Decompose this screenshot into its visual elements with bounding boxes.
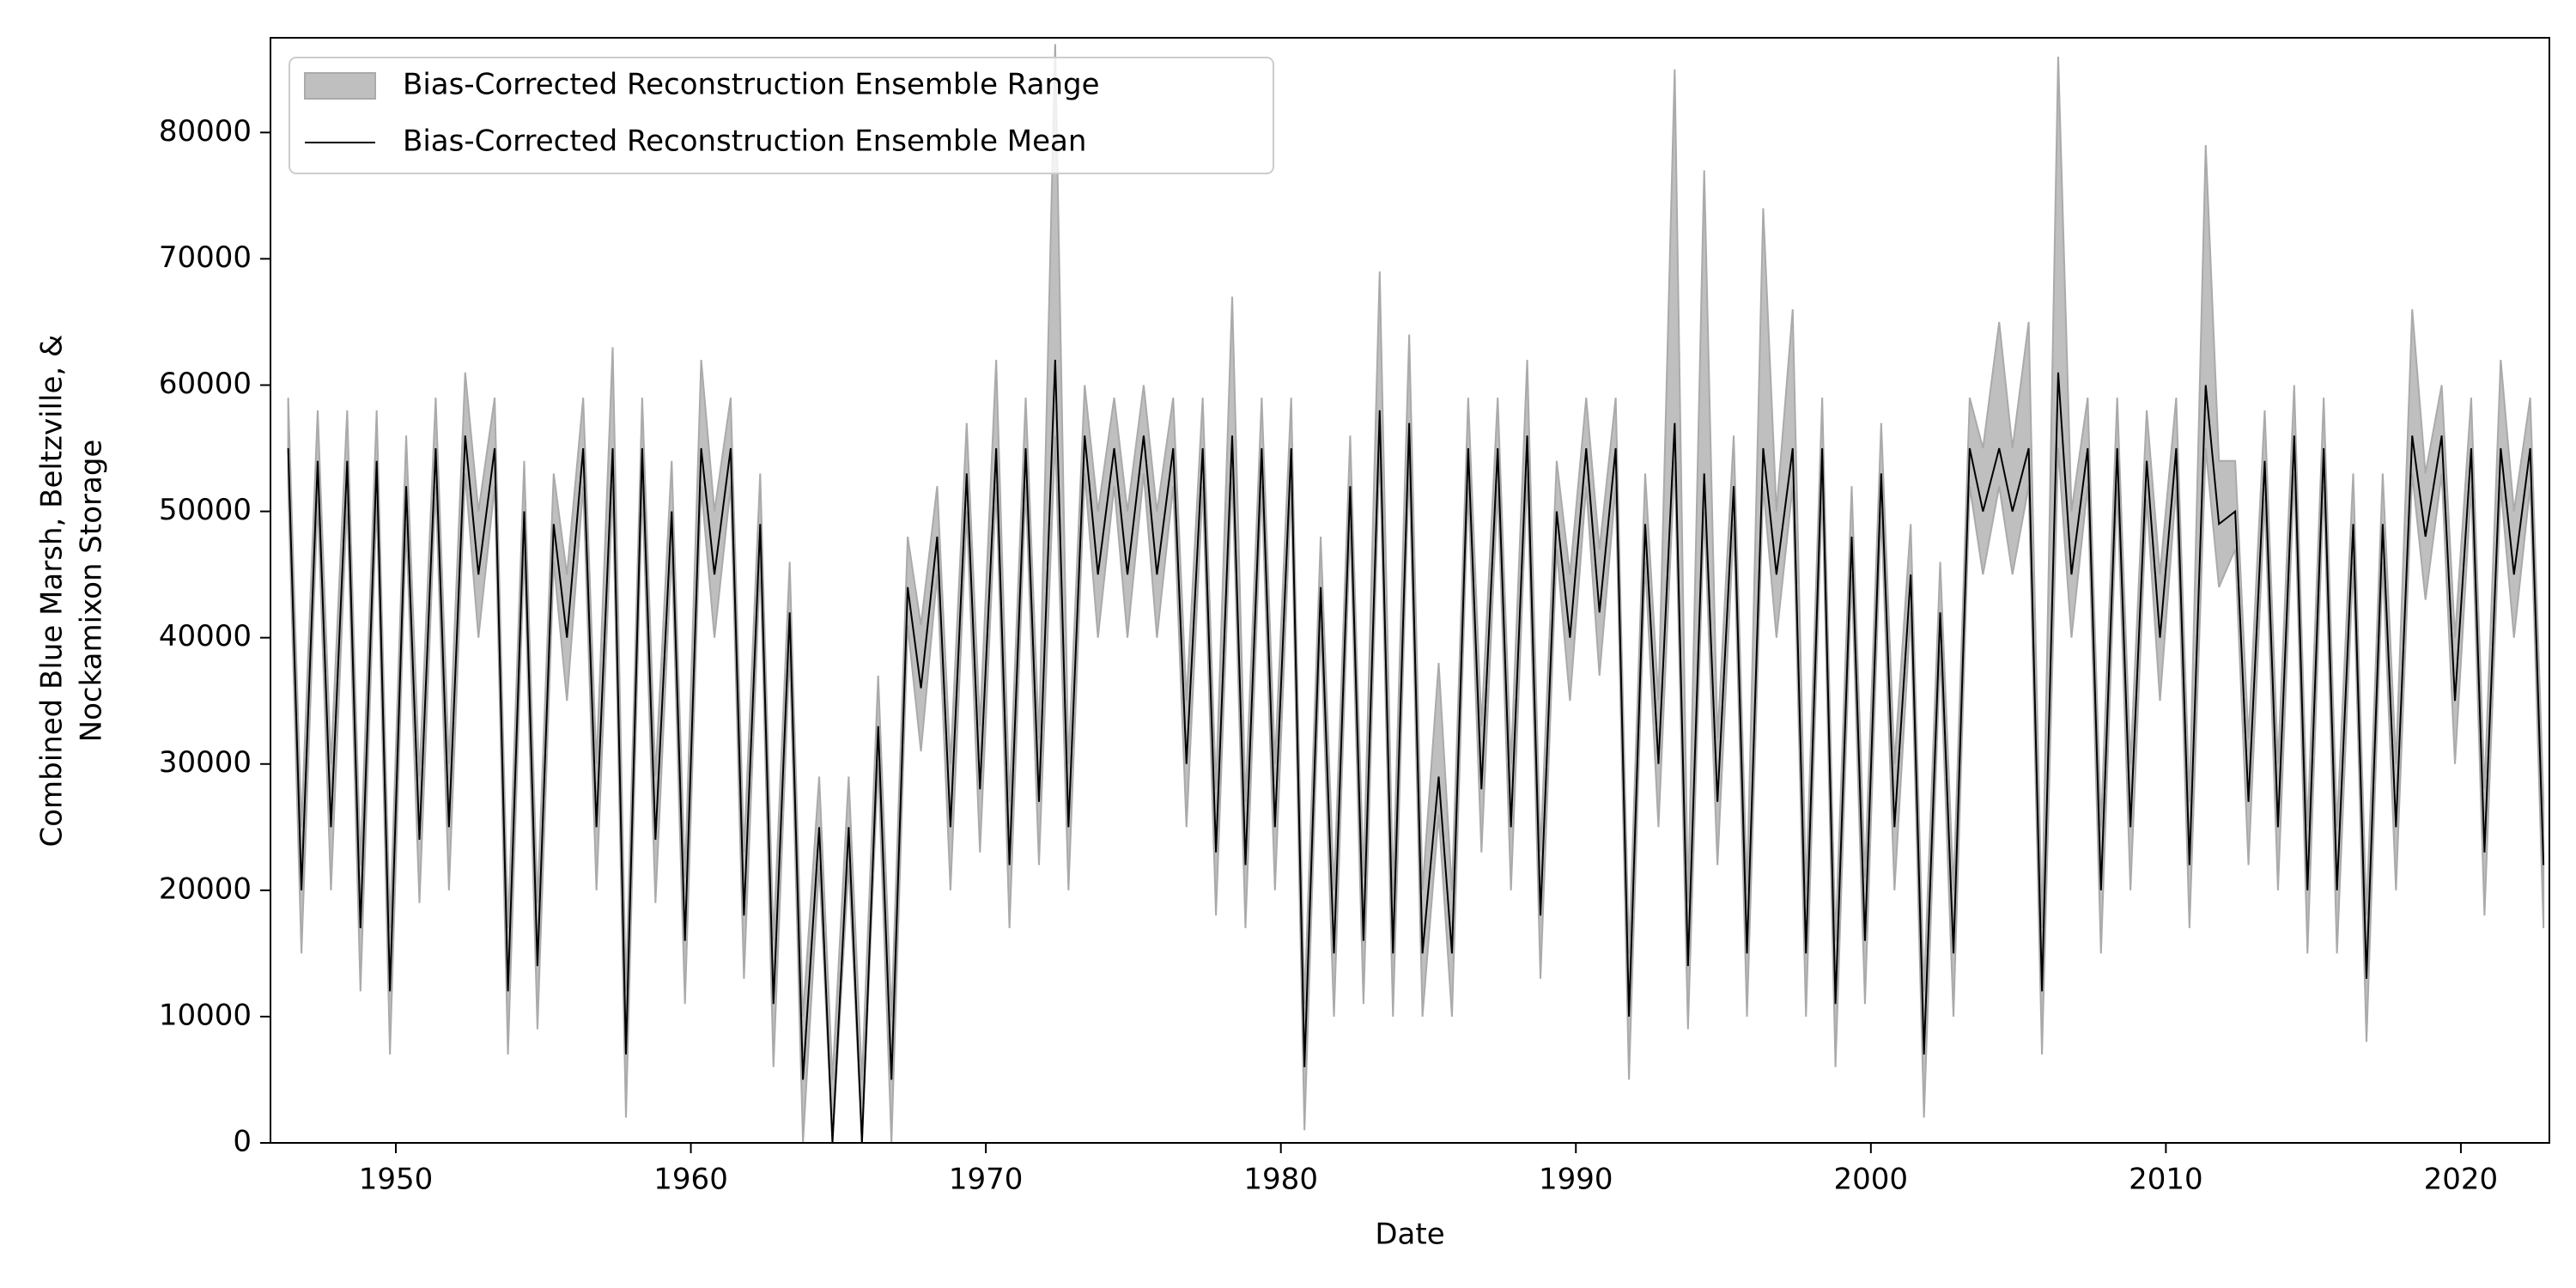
- y-tick-label: 10000: [159, 998, 252, 1032]
- x-tick-label: 1990: [1539, 1163, 1613, 1197]
- y-tick-label: 50000: [159, 493, 252, 527]
- x-tick-label: 1970: [949, 1163, 1024, 1197]
- legend-label: Bias-Corrected Reconstruction Ensemble R…: [403, 68, 1100, 102]
- range-band: [287, 44, 2545, 1143]
- legend-patch: [304, 72, 376, 100]
- mean-line: [287, 360, 2545, 1143]
- y-tick-label: 60000: [159, 367, 252, 401]
- y-tick-label: 30000: [159, 745, 252, 780]
- y-tick-label: 40000: [159, 619, 252, 653]
- legend-frame: [289, 57, 1274, 174]
- y-axis-label: Combined Blue Marsh, Beltzville, &: [35, 335, 70, 848]
- legend-label: Bias-Corrected Reconstruction Ensemble M…: [403, 125, 1086, 159]
- x-tick-label: 1950: [359, 1163, 434, 1197]
- x-tick-label: 2020: [2424, 1163, 2499, 1197]
- plot-area: [287, 44, 2545, 1143]
- y-tick-label: 20000: [159, 872, 252, 906]
- x-tick-label: 2000: [1834, 1163, 1909, 1197]
- y-tick-label: 0: [233, 1125, 252, 1159]
- x-tick-label: 1960: [653, 1163, 728, 1197]
- y-axis-label: Nockamixon Storage: [75, 440, 109, 743]
- x-tick-label: 2010: [2129, 1163, 2203, 1197]
- axes-frame: [270, 37, 2550, 1144]
- y-tick-label: 80000: [159, 114, 252, 149]
- legend: Bias-Corrected Reconstruction Ensemble R…: [289, 57, 1274, 174]
- x-axis-label: Date: [1375, 1218, 1444, 1252]
- y-tick-label: 70000: [159, 240, 252, 275]
- x-tick-label: 1980: [1243, 1163, 1318, 1197]
